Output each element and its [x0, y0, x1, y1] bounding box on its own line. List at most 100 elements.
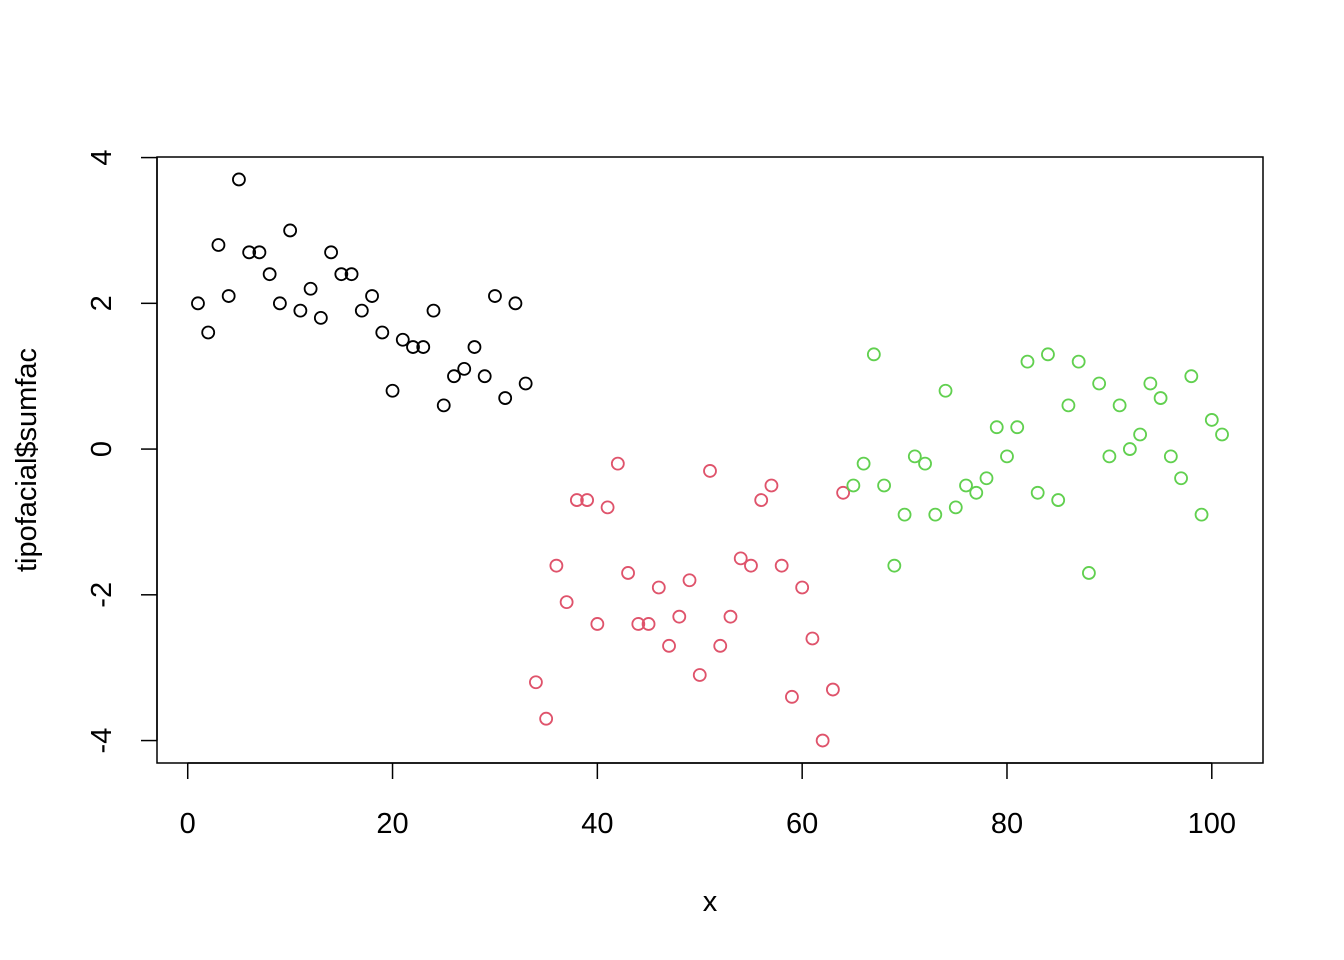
- data-point: [928, 507, 943, 522]
- data-point: [221, 289, 236, 303]
- data-point: [1163, 449, 1178, 464]
- data-point: [252, 245, 267, 260]
- data-point: [242, 245, 257, 260]
- data-point: [559, 595, 574, 609]
- data-point: [477, 369, 492, 384]
- data-point: [590, 617, 605, 631]
- data-point: [774, 558, 789, 573]
- data-point: [692, 668, 707, 682]
- data-point: [631, 617, 646, 631]
- data-point: [580, 493, 595, 507]
- data-point: [621, 566, 635, 580]
- data-point: [744, 558, 758, 573]
- data-point: [805, 631, 820, 646]
- x-tick-label: 100: [1188, 808, 1236, 840]
- data-point: [1061, 398, 1076, 413]
- data-point: [395, 332, 410, 347]
- data-point: [703, 464, 717, 478]
- data-point: [815, 733, 830, 748]
- data-point: [375, 325, 390, 340]
- data-points: [191, 172, 1229, 748]
- data-point: [1041, 347, 1055, 362]
- data-point: [795, 580, 810, 595]
- data-point: [569, 493, 584, 507]
- x-axis-label: x: [703, 886, 718, 918]
- data-point: [1082, 566, 1096, 580]
- data-point: [979, 471, 994, 486]
- data-point: [1194, 507, 1209, 522]
- data-point: [662, 638, 676, 653]
- plot-frame: [156, 156, 1264, 764]
- data-point: [948, 500, 963, 515]
- data-point: [529, 675, 543, 690]
- data-point: [1184, 369, 1199, 384]
- data-point: [1143, 376, 1158, 391]
- data-point: [1020, 354, 1035, 369]
- data-point: [539, 711, 554, 726]
- data-point: [713, 638, 728, 653]
- data-point: [211, 238, 226, 252]
- x-tick-label: 80: [991, 808, 1023, 840]
- y-tick-label: 2: [86, 295, 118, 311]
- data-point: [191, 296, 205, 311]
- data-point: [969, 485, 984, 500]
- data-point: [293, 303, 308, 318]
- data-point: [365, 289, 379, 303]
- data-point: [457, 362, 472, 376]
- data-point: [283, 223, 298, 238]
- data-point: [1174, 471, 1188, 486]
- data-point: [959, 478, 973, 493]
- data-point: [549, 558, 564, 573]
- data-point: [1122, 442, 1137, 456]
- data-point: [385, 383, 400, 398]
- data-point: [1153, 391, 1168, 405]
- data-point: [354, 303, 369, 318]
- data-point: [467, 340, 482, 354]
- data-point: [754, 493, 769, 507]
- data-point: [1071, 354, 1086, 369]
- data-point: [1000, 449, 1014, 464]
- data-point: [1133, 427, 1148, 442]
- data-point: [785, 689, 799, 704]
- data-point: [406, 340, 420, 354]
- y-tick-label: 0: [86, 441, 118, 457]
- data-point: [272, 296, 287, 311]
- data-point: [938, 383, 953, 398]
- data-point: [682, 573, 697, 588]
- data-point: [334, 267, 349, 282]
- data-point: [447, 369, 461, 384]
- x-tick-label: 20: [376, 808, 408, 840]
- data-point: [651, 580, 666, 595]
- data-point: [1112, 398, 1127, 413]
- data-point: [672, 609, 687, 624]
- data-point: [764, 478, 779, 493]
- x-tick-label: 60: [786, 808, 818, 840]
- y-tick-label: 4: [86, 150, 118, 166]
- data-point: [201, 325, 216, 340]
- data-point: [518, 376, 533, 391]
- data-point: [1102, 449, 1117, 464]
- data-point: [733, 551, 748, 566]
- data-point: [436, 398, 451, 413]
- data-point: [1051, 493, 1066, 507]
- data-point: [303, 281, 318, 296]
- data-point: [856, 456, 871, 471]
- data-point: [897, 507, 912, 522]
- y-axis: -4 -2 0 2 4: [86, 150, 158, 754]
- data-point: [877, 478, 891, 493]
- data-point: [600, 500, 615, 515]
- data-point: [313, 311, 328, 325]
- y-tick-label: -2: [86, 582, 118, 608]
- data-point: [641, 617, 656, 631]
- data-point: [723, 609, 738, 624]
- data-point: [1030, 485, 1045, 500]
- data-point: [1215, 427, 1229, 442]
- x-tick-label: 40: [581, 808, 613, 840]
- y-tick-label: -4: [86, 728, 118, 754]
- data-point: [887, 558, 902, 573]
- data-point: [488, 289, 502, 303]
- data-point: [846, 478, 861, 493]
- data-point: [324, 245, 338, 260]
- data-point: [508, 296, 523, 311]
